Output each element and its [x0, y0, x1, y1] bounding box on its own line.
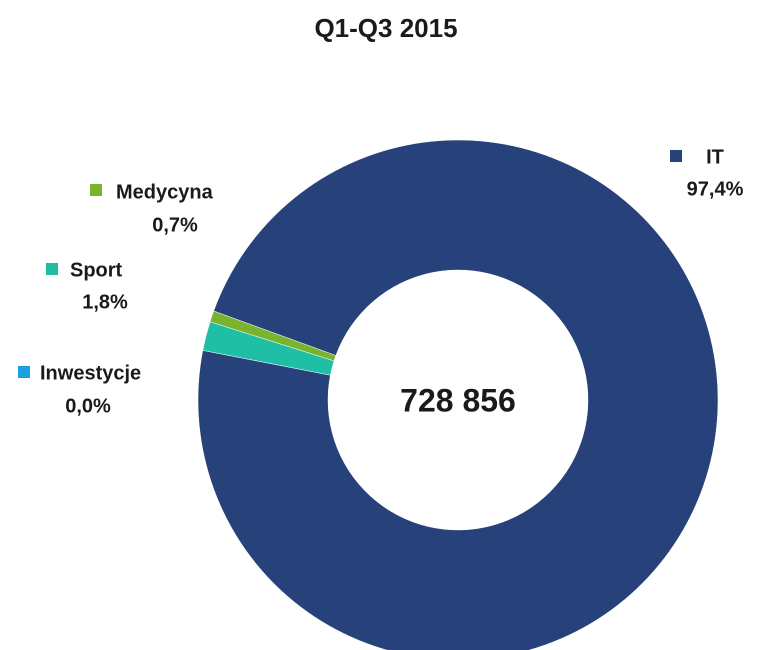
slice-percent: 0,0%: [65, 395, 111, 417]
slice-percent: 97,4%: [687, 178, 744, 200]
legend-swatch: [90, 184, 102, 196]
legend-swatch: [46, 263, 58, 275]
legend-swatch: [18, 366, 30, 378]
donut-slice: [202, 350, 331, 376]
donut-slice: [197, 139, 719, 650]
slice-percent: 0,7%: [152, 214, 198, 236]
donut-slice: [209, 310, 337, 362]
chart-title: Q1-Q3 2015: [314, 13, 457, 43]
slice-name: Inwestycje: [40, 362, 141, 384]
legend-swatch: [670, 150, 682, 162]
donut-slice: [202, 321, 335, 376]
slice-name: Sport: [70, 259, 123, 281]
slice-name: IT: [706, 146, 724, 168]
slice-name: Medycyna: [116, 181, 214, 203]
slice-percent: 1,8%: [82, 291, 128, 313]
center-total: 728 856: [400, 382, 516, 418]
